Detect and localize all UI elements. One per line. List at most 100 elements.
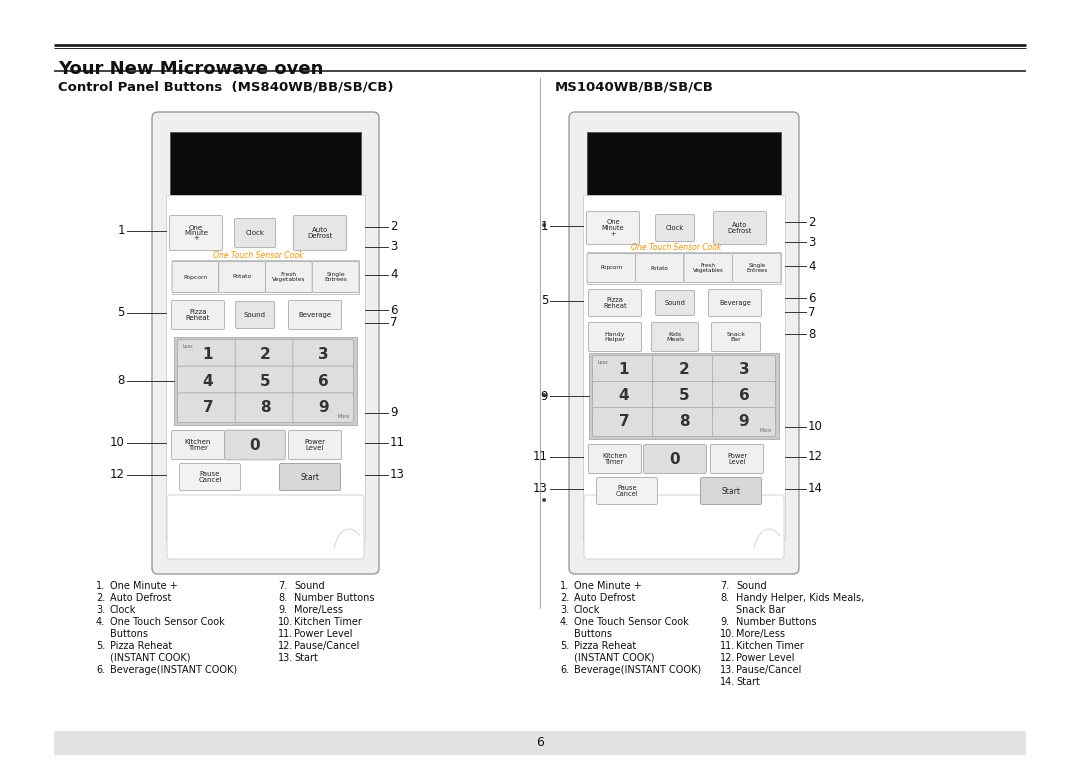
Text: Kitchen: Kitchen	[185, 439, 212, 446]
Text: 0: 0	[670, 452, 680, 466]
Text: One Touch Sensor Cook: One Touch Sensor Cook	[631, 243, 721, 253]
Text: 0: 0	[249, 437, 260, 452]
Text: More: More	[759, 427, 771, 433]
FancyBboxPatch shape	[179, 463, 241, 491]
FancyBboxPatch shape	[713, 382, 775, 410]
Text: Single: Single	[748, 262, 766, 268]
Text: Cancel: Cancel	[616, 491, 638, 497]
Text: 6: 6	[739, 388, 750, 404]
FancyBboxPatch shape	[593, 407, 656, 436]
Text: 14.: 14.	[720, 677, 735, 687]
Text: Entrees: Entrees	[324, 277, 347, 282]
Text: 5: 5	[260, 374, 271, 388]
Text: Beverage: Beverage	[298, 312, 332, 318]
Text: 7: 7	[203, 400, 213, 415]
Text: Less: Less	[183, 345, 193, 349]
Text: Sound: Sound	[294, 581, 325, 591]
Text: 8.: 8.	[720, 593, 729, 603]
Text: 1.: 1.	[96, 581, 105, 591]
Text: 13.: 13.	[720, 665, 735, 675]
Text: Popcorn: Popcorn	[184, 275, 207, 279]
Text: 10: 10	[808, 420, 823, 433]
Text: Power Level: Power Level	[735, 653, 795, 663]
Text: Fresh: Fresh	[701, 262, 716, 268]
Text: Timer: Timer	[606, 459, 624, 465]
Text: Meals: Meals	[666, 337, 684, 343]
Text: Minute: Minute	[602, 225, 624, 231]
Text: +: +	[193, 236, 199, 242]
Text: 3: 3	[808, 236, 815, 249]
Text: 12.: 12.	[278, 641, 294, 651]
Text: •: •	[540, 389, 549, 403]
Text: 4.: 4.	[561, 617, 569, 627]
FancyBboxPatch shape	[656, 214, 694, 242]
FancyBboxPatch shape	[651, 323, 699, 352]
FancyBboxPatch shape	[584, 495, 784, 559]
Text: Clock: Clock	[245, 230, 265, 236]
Text: 7: 7	[808, 305, 815, 318]
Text: One Minute +: One Minute +	[573, 581, 642, 591]
Text: Control Panel Buttons  (MS840WB/BB/SB/CB): Control Panel Buttons (MS840WB/BB/SB/CB)	[58, 80, 393, 93]
FancyBboxPatch shape	[714, 211, 767, 244]
FancyBboxPatch shape	[293, 340, 353, 369]
Text: 5: 5	[541, 295, 548, 307]
Text: Sound: Sound	[664, 300, 686, 306]
Text: Auto: Auto	[732, 222, 747, 228]
FancyBboxPatch shape	[294, 215, 347, 250]
FancyBboxPatch shape	[593, 382, 656, 410]
Text: 12: 12	[808, 450, 823, 463]
Text: 8: 8	[260, 400, 271, 415]
Text: 9.: 9.	[720, 617, 729, 627]
Text: 1: 1	[203, 347, 213, 362]
Text: 13.: 13.	[278, 653, 294, 663]
FancyBboxPatch shape	[293, 393, 353, 423]
Text: 13: 13	[390, 468, 405, 481]
Text: 1: 1	[619, 362, 630, 378]
Text: Potato: Potato	[651, 266, 669, 271]
FancyBboxPatch shape	[589, 289, 642, 317]
Text: More: More	[337, 414, 350, 418]
Text: Reheat: Reheat	[604, 303, 626, 309]
Text: Start: Start	[300, 472, 320, 481]
Text: (INSTANT COOK): (INSTANT COOK)	[110, 653, 190, 663]
Text: Pause/Cancel: Pause/Cancel	[294, 641, 360, 651]
Text: Start: Start	[294, 653, 318, 663]
Text: Clock: Clock	[573, 605, 600, 615]
FancyBboxPatch shape	[293, 366, 353, 396]
FancyBboxPatch shape	[712, 323, 760, 352]
Text: More/Less: More/Less	[735, 629, 785, 639]
FancyBboxPatch shape	[684, 253, 732, 282]
Text: Fresh: Fresh	[281, 272, 297, 277]
Text: Power Level: Power Level	[294, 629, 352, 639]
FancyBboxPatch shape	[644, 445, 706, 474]
FancyBboxPatch shape	[219, 262, 266, 292]
Text: 6: 6	[318, 374, 328, 388]
Bar	[166, 195, 365, 540]
FancyBboxPatch shape	[732, 253, 781, 282]
Text: Sound: Sound	[735, 581, 767, 591]
FancyBboxPatch shape	[656, 291, 694, 315]
Text: Timer: Timer	[188, 445, 208, 451]
Text: •: •	[540, 494, 549, 508]
Text: 7: 7	[619, 414, 630, 430]
Text: 10.: 10.	[720, 629, 735, 639]
Text: 6: 6	[536, 736, 544, 749]
Text: 10: 10	[110, 436, 125, 449]
FancyBboxPatch shape	[635, 253, 684, 282]
Text: 2: 2	[260, 347, 271, 362]
Text: 3: 3	[390, 240, 397, 253]
FancyBboxPatch shape	[235, 366, 296, 396]
Text: Cancel: Cancel	[199, 477, 221, 483]
FancyBboxPatch shape	[713, 356, 775, 385]
FancyBboxPatch shape	[589, 323, 642, 352]
FancyBboxPatch shape	[172, 430, 225, 459]
Text: 6.: 6.	[96, 665, 105, 675]
FancyBboxPatch shape	[235, 340, 296, 369]
FancyBboxPatch shape	[711, 445, 764, 474]
Text: 12: 12	[110, 468, 125, 481]
Text: 4: 4	[203, 374, 213, 388]
Text: Pause/Cancel: Pause/Cancel	[735, 665, 801, 675]
Text: Kitchen Timer: Kitchen Timer	[735, 641, 804, 651]
FancyBboxPatch shape	[652, 382, 715, 410]
Text: Auto: Auto	[312, 227, 328, 233]
